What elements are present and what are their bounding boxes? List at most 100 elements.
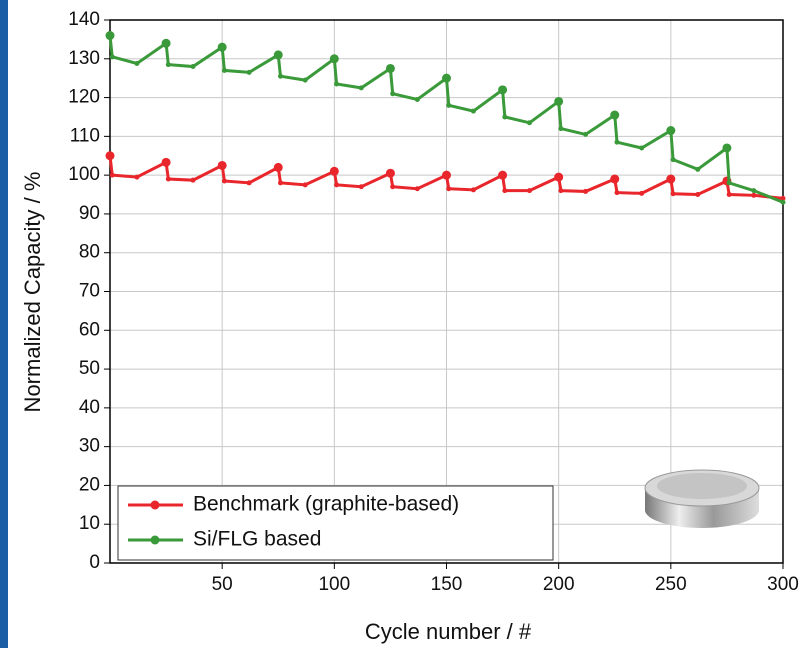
data-point <box>554 172 564 182</box>
data-point <box>190 177 196 183</box>
data-point <box>558 126 564 132</box>
y-tick-label: 40 <box>79 397 100 418</box>
data-point <box>527 120 533 126</box>
data-point <box>277 180 283 186</box>
data-point <box>558 188 564 194</box>
data-point <box>134 60 140 66</box>
data-point <box>666 126 676 136</box>
y-tick-label: 140 <box>68 9 100 30</box>
x-tick-label: 250 <box>655 574 687 595</box>
y-tick-label: 130 <box>68 48 100 69</box>
data-point <box>190 64 196 70</box>
data-point <box>498 85 508 95</box>
data-point <box>446 102 452 108</box>
data-point <box>161 38 171 48</box>
data-point <box>442 170 451 180</box>
data-point <box>780 199 786 205</box>
y-tick-label: 120 <box>68 87 100 108</box>
data-point <box>109 172 115 178</box>
y-tick-label: 100 <box>68 164 100 185</box>
x-tick-label: 300 <box>767 574 799 595</box>
data-point <box>302 77 308 83</box>
y-tick-label: 30 <box>79 436 100 457</box>
data-point <box>527 188 533 194</box>
data-point <box>442 73 451 83</box>
data-point <box>161 157 171 167</box>
data-point <box>502 188 508 194</box>
legend-box <box>117 485 554 561</box>
x-tick-label: 200 <box>543 574 575 595</box>
x-tick-label: 150 <box>431 574 463 595</box>
data-point <box>610 110 620 120</box>
data-point <box>277 73 283 79</box>
data-point <box>246 180 252 186</box>
data-point <box>105 31 115 41</box>
data-point <box>329 54 339 64</box>
data-point <box>726 180 732 186</box>
data-point <box>695 166 701 172</box>
data-point <box>470 108 476 114</box>
x-tick-label: 50 <box>212 574 233 595</box>
y-tick-label: 90 <box>79 203 100 224</box>
data-point <box>554 96 564 106</box>
data-point <box>217 160 227 170</box>
data-point <box>610 174 620 184</box>
data-point <box>583 131 589 137</box>
data-point <box>639 145 645 151</box>
data-point <box>134 174 140 180</box>
data-point <box>414 186 420 192</box>
data-point <box>614 190 620 196</box>
data-point <box>390 184 396 190</box>
data-point <box>334 182 340 188</box>
legend-marker <box>150 535 160 545</box>
data-point <box>390 91 396 97</box>
data-point <box>385 63 395 73</box>
data-point <box>446 186 452 192</box>
data-point <box>583 188 589 194</box>
data-point <box>358 184 364 190</box>
data-point <box>329 166 339 176</box>
legend-label: Si/FLG based <box>193 528 321 551</box>
data-point <box>273 162 283 172</box>
data-point <box>614 139 620 145</box>
data-point <box>221 67 227 73</box>
x-tick-label: 100 <box>318 574 350 595</box>
y-tick-label: 60 <box>79 319 100 340</box>
data-point <box>670 191 676 197</box>
y-tick-label: 20 <box>79 474 100 495</box>
battery-icon <box>644 469 760 528</box>
data-point <box>273 50 283 60</box>
y-tick-label: 50 <box>79 358 100 379</box>
data-point <box>498 170 508 180</box>
legend-marker <box>150 500 160 510</box>
data-point <box>751 188 757 194</box>
data-point <box>302 182 308 188</box>
data-point <box>217 42 227 52</box>
data-point <box>109 54 115 60</box>
data-point <box>221 178 227 184</box>
y-tick-label: 110 <box>70 125 100 146</box>
data-point <box>385 168 395 178</box>
data-point <box>666 174 676 184</box>
data-point <box>470 187 476 193</box>
x-axis-label: Cycle number / # <box>365 619 532 644</box>
data-point <box>502 114 508 120</box>
data-point <box>246 69 252 75</box>
data-point <box>639 190 645 196</box>
data-point <box>722 143 732 153</box>
legend-label: Benchmark (graphite-based) <box>193 493 459 516</box>
y-tick-label: 10 <box>79 513 100 534</box>
y-axis-label: Normalized Capacity / % <box>20 172 45 413</box>
data-point <box>165 176 171 182</box>
data-point <box>358 85 364 91</box>
data-point <box>165 62 171 68</box>
data-point <box>695 192 701 198</box>
data-point <box>670 157 676 163</box>
y-tick-label: 80 <box>79 242 100 263</box>
data-point <box>105 151 115 161</box>
plot-frame <box>109 19 784 564</box>
data-point <box>751 192 757 198</box>
y-tick-label: 0 <box>89 552 100 573</box>
